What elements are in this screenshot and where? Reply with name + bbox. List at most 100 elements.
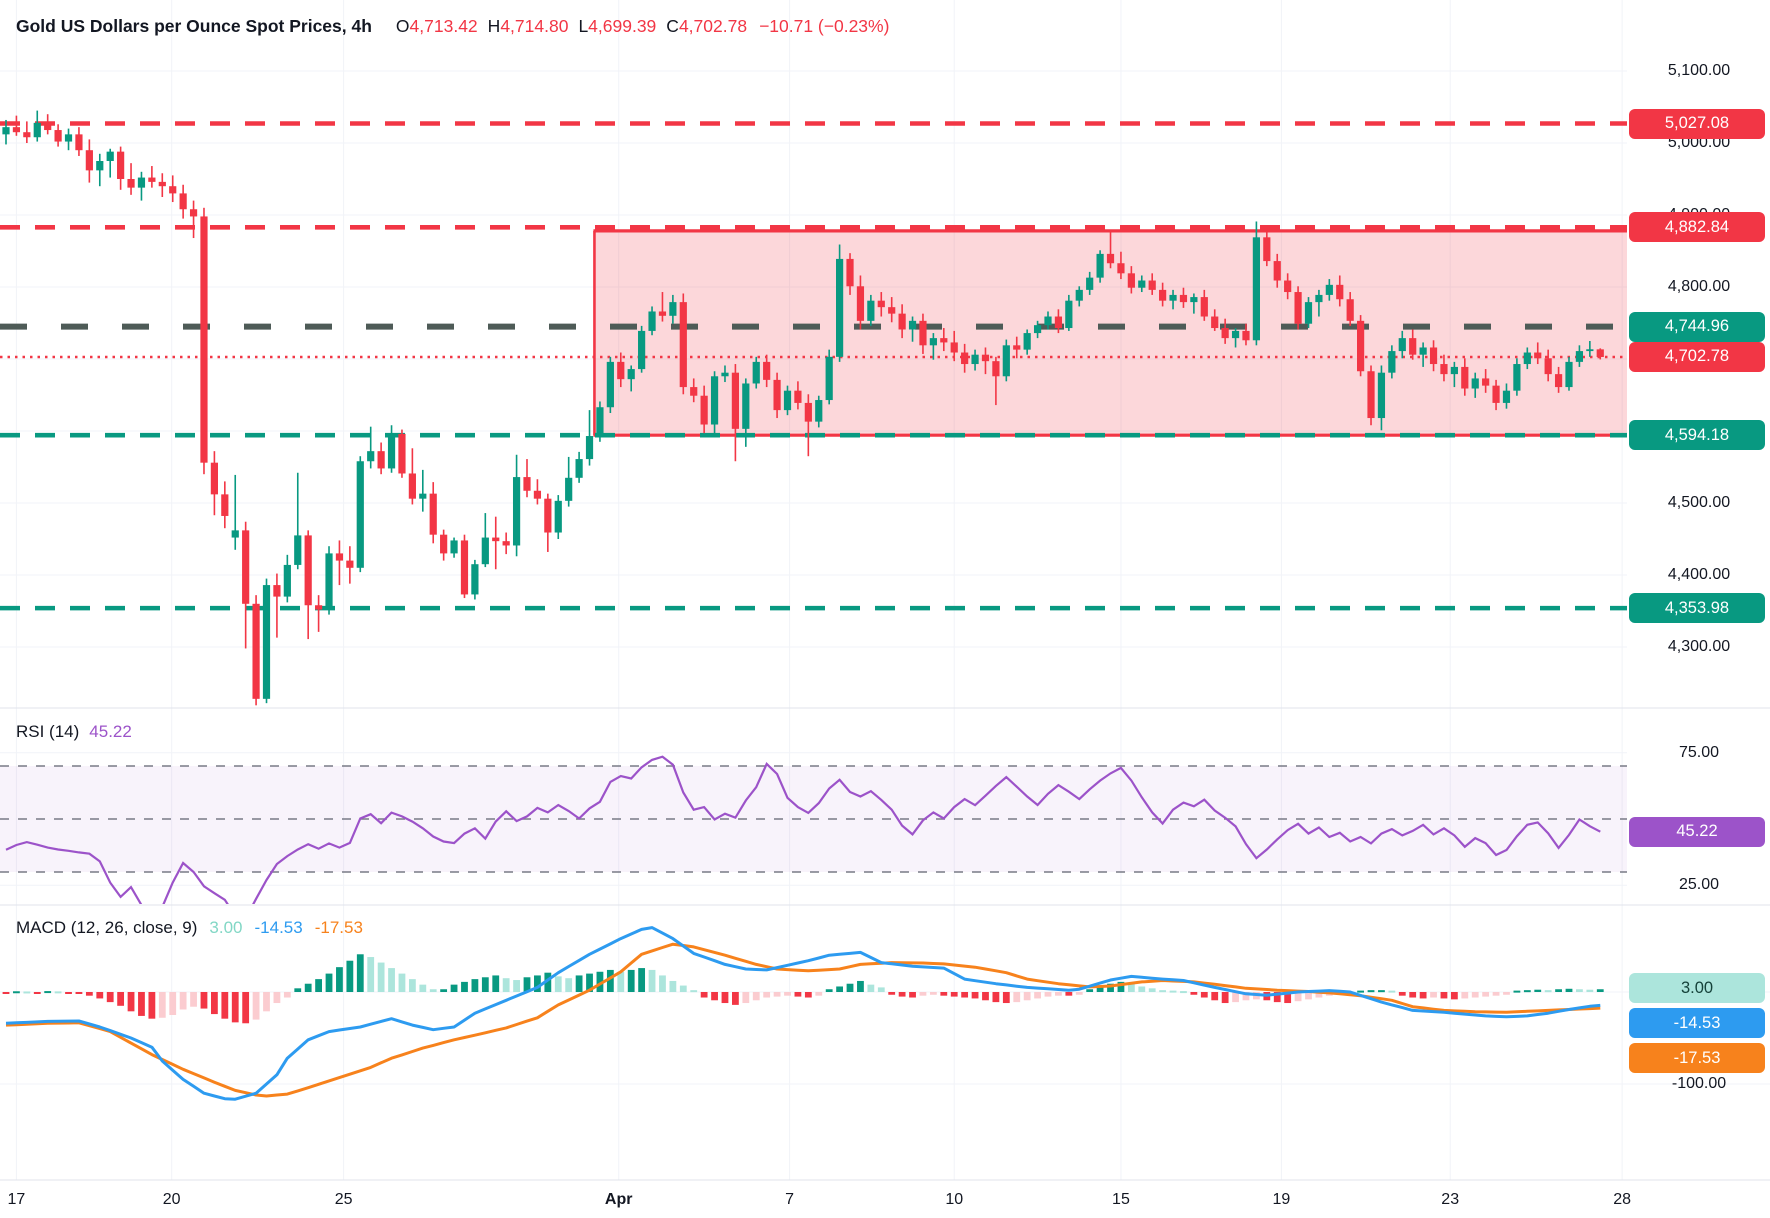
price-axis[interactable] [1627,0,1770,1180]
candle [648,306,656,336]
macd-hist-bar [398,973,406,992]
macd-hist-bar [565,978,573,992]
time-label-25: 25 [334,1191,353,1208]
candle [940,328,948,352]
candle [294,472,302,570]
rsi-value-badge: 45.22 [1629,816,1765,847]
macd-hist-bar [815,992,823,996]
candle [1419,342,1427,367]
open-label: O [395,16,410,36]
macd-hist-bar [440,989,448,992]
candle [471,559,479,600]
candle [1315,289,1323,317]
candle [23,121,31,143]
macd-hist-bar [554,976,562,992]
candle [283,554,291,603]
macd-hist-bar [1127,983,1135,992]
candle [179,184,187,219]
candle [710,371,719,434]
candle [638,325,646,373]
macd-signal-value: -17.53 [314,918,363,937]
candle [1013,336,1021,359]
rsi-tick-label: 25.00 [1678,876,1720,894]
macd-hist-bar [992,992,1000,1003]
macd-hist-bar [1211,992,1219,1001]
candle [1086,271,1094,295]
macd-hist-bar [888,992,896,995]
macd-hist-bar [273,992,281,1004]
candle [117,146,125,190]
candle [1398,330,1406,359]
macd-hist-bar [638,968,646,992]
macd-hist-bar [231,992,239,1023]
candle [429,482,437,544]
candle [481,513,489,568]
macd-hist-bar [179,992,187,1010]
candle [1002,339,1010,382]
candle [2,119,10,145]
macd-hist-bar [690,990,698,993]
candle [1148,273,1156,295]
macd-hist-bar [502,978,510,992]
candle [1211,309,1219,331]
low-value: 4,699.39 [588,16,657,36]
macd-hist-bar [940,992,948,996]
macd-hist-bar [950,992,958,997]
candle [315,595,323,632]
candle [1575,345,1584,367]
macd-hist-bar [336,967,343,992]
candle [773,372,781,419]
time-label-apr: Apr [604,1191,633,1208]
macd-hist-bar [700,992,708,998]
macd-hist-bar [283,992,291,998]
candle [335,540,344,586]
candle [981,347,990,375]
candle [690,378,698,403]
symbol-legend: Gold US Dollars per Ounce Spot Prices, 4… [16,16,889,37]
candle [606,356,614,413]
macd-hist-bar [1096,986,1104,992]
macd-hist-bar [742,992,750,1004]
candle [919,313,927,354]
candle [1304,297,1313,329]
macd-pane [2,926,1604,1101]
macd-hist-bar [158,992,166,1018]
macd-hist-bar [857,980,864,992]
macd-hist-bar [1232,992,1239,1003]
macd-hist-bar [44,991,52,994]
candle [971,349,979,371]
candle [794,381,802,410]
macd-hist-bar [1503,992,1510,995]
candle [1325,279,1333,301]
macd-hist-bar [982,992,989,1001]
candle [1065,294,1073,331]
candle [54,124,62,147]
candle [1200,289,1208,321]
candle [721,365,729,383]
macd-hist-bar [1180,991,1187,994]
macd-signal-line [5,942,1601,1098]
macd-hist-bar [763,992,771,998]
candle [1231,328,1240,348]
time-axis[interactable] [0,1180,1770,1218]
candle [408,448,416,505]
macd-hist-bar [732,992,739,1005]
macd-hist-bar [1242,992,1250,1001]
macd-hist-bar [1576,989,1583,992]
macd-hist-bar [263,992,270,1012]
candle [1409,329,1417,360]
candle [763,354,771,388]
candle [221,481,229,529]
macd-hist-bar [877,987,885,992]
macd-hist-bar [481,977,489,992]
candle [742,378,750,447]
candle [1033,320,1042,339]
candle [450,537,458,558]
macd-hist-bar [1221,992,1229,1004]
macd-hist-bar [523,977,531,992]
candle [304,530,312,640]
macd-hist-bar [492,975,500,992]
price-level-badge: 4,702.78 [1629,341,1765,372]
